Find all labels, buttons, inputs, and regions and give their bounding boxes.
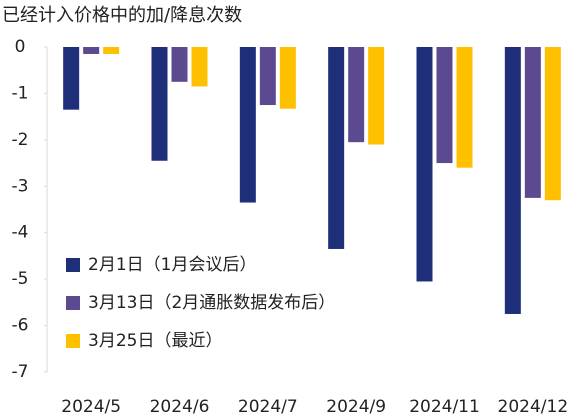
- y-tick-label: -1: [12, 83, 29, 103]
- chart-title: 已经计入价格中的加/降息次数: [2, 5, 242, 26]
- bar: [544, 47, 561, 201]
- legend-label: 2月1日（1月会议后）: [88, 255, 256, 275]
- bar: [348, 47, 365, 143]
- bar: [259, 47, 276, 106]
- y-tick-label: 0: [15, 37, 26, 57]
- legend-label: 3月25日（最近）: [88, 331, 222, 351]
- x-tick-label: 2024/6: [150, 397, 210, 417]
- y-tick-label: -2: [12, 130, 29, 150]
- y-tick-label: -3: [12, 176, 29, 196]
- bar: [191, 47, 208, 87]
- bar: [524, 47, 541, 198]
- bar: [416, 47, 433, 282]
- bar: [456, 47, 473, 168]
- bar: [83, 47, 100, 54]
- y-tick-label: -4: [12, 223, 29, 243]
- legend-swatch: [66, 258, 80, 272]
- y-tick-label: -7: [12, 362, 29, 382]
- legend-swatch: [66, 296, 80, 310]
- bar: [504, 47, 521, 314]
- bar: [279, 47, 296, 109]
- bar: [436, 47, 453, 164]
- bar: [328, 47, 345, 249]
- x-tick-label: 2024/5: [61, 397, 121, 417]
- bar: [368, 47, 385, 145]
- y-tick-label: -6: [12, 316, 29, 336]
- bar: [151, 47, 168, 161]
- bar: [171, 47, 188, 82]
- x-tick-label: 2024/12: [498, 397, 569, 417]
- x-tick-label: 2024/11: [409, 397, 480, 417]
- bar: [239, 47, 256, 203]
- y-tick-label: -5: [12, 269, 29, 289]
- x-tick-label: 2024/9: [326, 397, 386, 417]
- legend-label: 3月13日（2月通胀数据发布后）: [88, 293, 335, 313]
- bar: [103, 47, 120, 54]
- x-tick-label: 2024/7: [238, 397, 298, 417]
- bar: [63, 47, 80, 110]
- legend-swatch: [66, 334, 80, 348]
